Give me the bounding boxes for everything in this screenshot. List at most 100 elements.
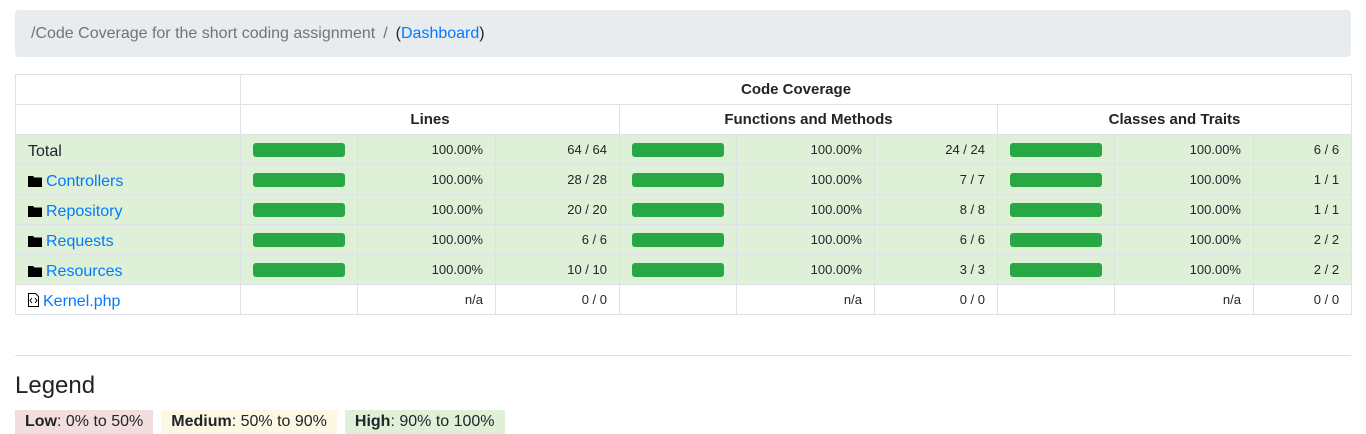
ratio-cell: 7 / 7 — [874, 164, 998, 195]
table-row: Resources 100.00% 10 / 10 100.00% 3 / 3 100.0… — [15, 254, 1353, 285]
percent-cell: 100.00% — [357, 194, 496, 225]
ratio-cell: 6 / 6 — [874, 224, 998, 255]
breadcrumb: /Code Coverage for the short coding assi… — [15, 10, 1351, 57]
row-link[interactable]: Requests — [46, 232, 114, 250]
bar-cell — [619, 164, 737, 195]
folder-icon — [28, 265, 42, 277]
percent-cell: 100.00% — [736, 224, 875, 255]
cell — [15, 104, 241, 135]
row-link[interactable]: Controllers — [46, 172, 124, 190]
ratio-cell: 64 / 64 — [495, 134, 620, 165]
coverage-bar — [632, 262, 724, 277]
coverage-bar — [253, 172, 345, 187]
coverage-bar — [632, 172, 724, 187]
file-icon — [28, 292, 39, 307]
bar-cell — [240, 224, 358, 255]
ratio-cell: 6 / 6 — [1252, 134, 1353, 165]
coverage-bar — [1010, 172, 1102, 187]
legend-range: : 90% to 100% — [390, 413, 495, 430]
bar-cell — [997, 194, 1115, 225]
table-row: Requests 100.00% 6 / 6 100.00% 6 / 6 100.00% 2… — [15, 224, 1353, 255]
ratio-cell: 1 / 1 — [1252, 194, 1353, 225]
ratio-cell: 24 / 24 — [874, 134, 998, 165]
ratio-cell: 0 / 0 — [874, 284, 998, 315]
bar-cell — [619, 194, 737, 225]
legend-label: High — [354, 413, 391, 430]
bar-cell — [619, 134, 737, 165]
percent-cell: 100.00% — [1114, 254, 1254, 285]
bar-cell — [619, 284, 737, 315]
divider — [15, 355, 1351, 356]
ratio-cell: 28 / 28 — [495, 164, 620, 195]
coverage-bar — [253, 232, 345, 247]
ratio-cell: 20 / 20 — [495, 194, 620, 225]
row-name: Total — [28, 142, 62, 160]
table-title: Code Coverage — [239, 74, 1353, 105]
bar-cell — [240, 164, 358, 195]
legend-item: Medium: 50% to 90% — [161, 410, 337, 434]
percent-cell: 100.00% — [357, 254, 496, 285]
column-header: Functions and Methods — [619, 104, 998, 135]
percent-cell: 100.00% — [1114, 194, 1254, 225]
header-row: Lines Functions and Methods Classes and Tr… — [15, 104, 1353, 135]
table-row: Repository 100.00% 20 / 20 100.00% 8 / 8 100.… — [15, 194, 1353, 225]
coverage-bar — [632, 202, 724, 217]
percent-cell: 100.00% — [736, 164, 875, 195]
bar-cell — [240, 284, 358, 315]
folder-icon — [28, 175, 42, 187]
percent-cell: 100.00% — [357, 224, 496, 255]
dashboard-link[interactable]: Dashboard — [400, 25, 480, 42]
breadcrumb-separator: / — [383, 25, 388, 42]
ratio-cell: 10 / 10 — [495, 254, 620, 285]
bar-cell — [619, 224, 737, 255]
percent-cell: 100.00% — [736, 194, 875, 225]
percent-cell: n/a — [736, 284, 875, 315]
ratio-cell: 3 / 3 — [874, 254, 998, 285]
percent-cell: n/a — [357, 284, 496, 315]
percent-cell: n/a — [1114, 284, 1254, 315]
coverage-bar — [253, 262, 345, 277]
name-cell: Requests — [15, 224, 241, 255]
bar-cell — [997, 254, 1115, 285]
bar-cell — [997, 164, 1115, 195]
percent-cell: 100.00% — [357, 164, 496, 195]
folder-icon — [28, 205, 42, 217]
coverage-bar — [1010, 262, 1102, 277]
coverage-table: Code Coverage Lines Functions and Methods… — [15, 74, 1353, 315]
legend-title: Legend — [15, 372, 96, 399]
bar-cell — [997, 224, 1115, 255]
bar-cell — [240, 254, 358, 285]
legend-label: Low — [25, 413, 57, 430]
bar-cell — [240, 194, 358, 225]
ratio-cell: 2 / 2 — [1252, 224, 1353, 255]
coverage-bar — [1010, 202, 1102, 217]
table-body: Total 100.00% 64 / 64 100.00% 24 / 24 100.00%… — [15, 134, 1353, 315]
ratio-cell: 8 / 8 — [874, 194, 998, 225]
legend: Low: 0% to 50% Medium: 50% to 90% High: 90… — [15, 410, 505, 434]
name-cell: Resources — [15, 254, 241, 285]
folder-icon — [28, 235, 42, 247]
coverage-bar — [1010, 232, 1102, 247]
coverage-bar — [632, 142, 724, 157]
column-header: Classes and Traits — [996, 104, 1353, 135]
table-row: Kernel.php n/a 0 / 0 n/a 0 / 0 n/a 0 / 0 — [15, 284, 1353, 315]
percent-cell: 100.00% — [736, 134, 875, 165]
ratio-cell: 6 / 6 — [495, 224, 620, 255]
coverage-bar — [253, 142, 345, 157]
percent-cell: 100.00% — [1114, 134, 1254, 165]
percent-cell: 100.00% — [357, 134, 496, 165]
row-link[interactable]: Kernel.php — [43, 292, 121, 310]
name-cell: Kernel.php — [15, 284, 241, 315]
header-row: Code Coverage — [15, 74, 1353, 105]
ratio-cell: 2 / 2 — [1252, 254, 1353, 285]
ratio-cell: 0 / 0 — [495, 284, 620, 315]
bar-cell — [619, 254, 737, 285]
breadcrumb-path: /Code Coverage for the short coding assi… — [31, 25, 376, 42]
table-row: Total 100.00% 64 / 64 100.00% 24 / 24 100.00%… — [15, 134, 1353, 165]
legend-range: : 50% to 90% — [231, 413, 327, 430]
row-link[interactable]: Repository — [46, 202, 123, 220]
coverage-bar — [1010, 142, 1102, 157]
paren: ( — [395, 25, 401, 42]
name-cell: Repository — [15, 194, 241, 225]
row-link[interactable]: Resources — [46, 262, 123, 280]
